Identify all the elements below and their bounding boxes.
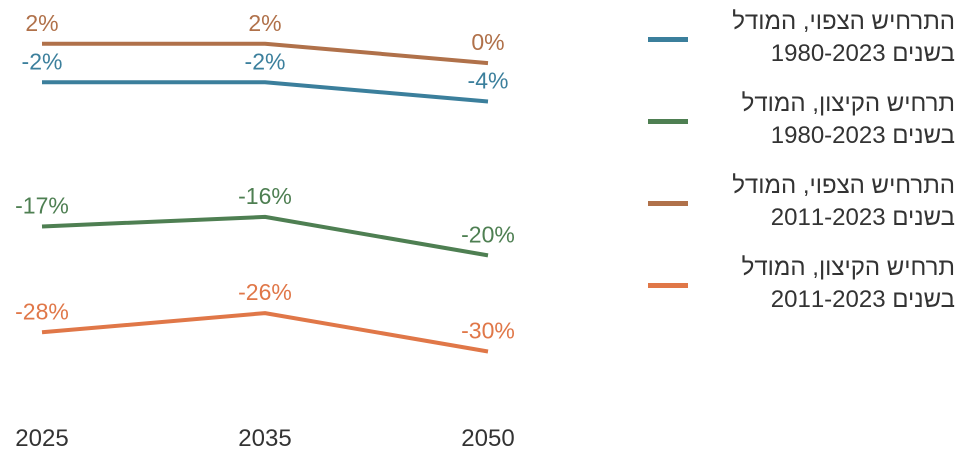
data-label-s4-p1: -28% — [15, 298, 69, 324]
data-label-s2-p1: -17% — [15, 193, 69, 219]
legend-item-2: תרחיש הקיצון, המודל בשנים 1980-2023 — [640, 88, 958, 170]
legend-label-line: תרחיש הקיצון, המודל — [741, 90, 955, 117]
x-tick-label-3: 2050 — [461, 425, 514, 452]
legend-item-1: התרחיש הצפוי, המודל בשנים 1980-2023 — [640, 6, 958, 88]
legend-label-line: בשנים 1980-2023 — [770, 122, 955, 149]
data-label-s4-p2: -26% — [238, 279, 292, 305]
data-label-s3-p3: 0% — [471, 29, 504, 55]
x-tick-label-2: 2035 — [238, 425, 291, 452]
legend-swatch-2 — [648, 119, 688, 124]
data-label-s3-p1: 2% — [25, 10, 58, 36]
data-label-s1-p2: -2% — [245, 48, 286, 74]
legend-label-4: תרחיש הקיצון, המודל בשנים 2011-2023 — [700, 252, 955, 316]
legend-label-line: תרחיש הקיצון, המודל — [741, 254, 955, 281]
series-line-3 — [42, 41, 489, 66]
legend-label-1: התרחיש הצפוי, המודל בשנים 1980-2023 — [700, 6, 955, 70]
legend-label-line: בשנים 2011-2023 — [770, 286, 955, 313]
series-lines — [41, 41, 489, 354]
legend-label-line: התרחיש הצפוי, המודל — [732, 172, 955, 199]
data-label-s4-p3: -30% — [461, 318, 515, 344]
legend-label-line: התרחיש הצפוי, המודל — [732, 8, 955, 35]
legend-swatch-4 — [648, 283, 688, 288]
data-label-s1-p1: -2% — [22, 48, 63, 74]
series-line-4 — [41, 311, 489, 354]
legend-label-line: בשנים 2011-2023 — [770, 204, 955, 231]
data-label-s1-p3: -4% — [468, 68, 509, 94]
legend-label-3: התרחיש הצפוי, המודל בשנים 2011-2023 — [700, 170, 955, 234]
data-label-s2-p3: -20% — [461, 221, 515, 247]
data-labels: -2% -2% -4% -17% -16% -20% 2% 2% 0% -28% -26% -30% — [15, 10, 515, 344]
legend-item-4: תרחיש הקיצון, המודל בשנים 2011-2023 — [640, 252, 958, 334]
series-line-1 — [42, 80, 489, 104]
legend-swatch-3 — [648, 201, 688, 206]
legend-swatch-1 — [648, 37, 688, 42]
data-label-s2-p2: -16% — [238, 183, 292, 209]
legend-label-2: תרחיש הקיצון, המודל בשנים 1980-2023 — [700, 88, 955, 152]
series-line-2 — [41, 214, 489, 258]
legend-item-3: התרחיש הצפוי, המודל בשנים 2011-2023 — [640, 170, 958, 252]
x-axis-ticks: 2025 2035 2050 — [15, 425, 514, 452]
x-tick-label-1: 2025 — [15, 425, 68, 452]
data-label-s3-p2: 2% — [248, 10, 281, 36]
legend: התרחיש הצפוי, המודל בשנים 1980-2023 תרחיש … — [640, 6, 958, 334]
legend-label-line: בשנים 1980-2023 — [770, 40, 955, 67]
